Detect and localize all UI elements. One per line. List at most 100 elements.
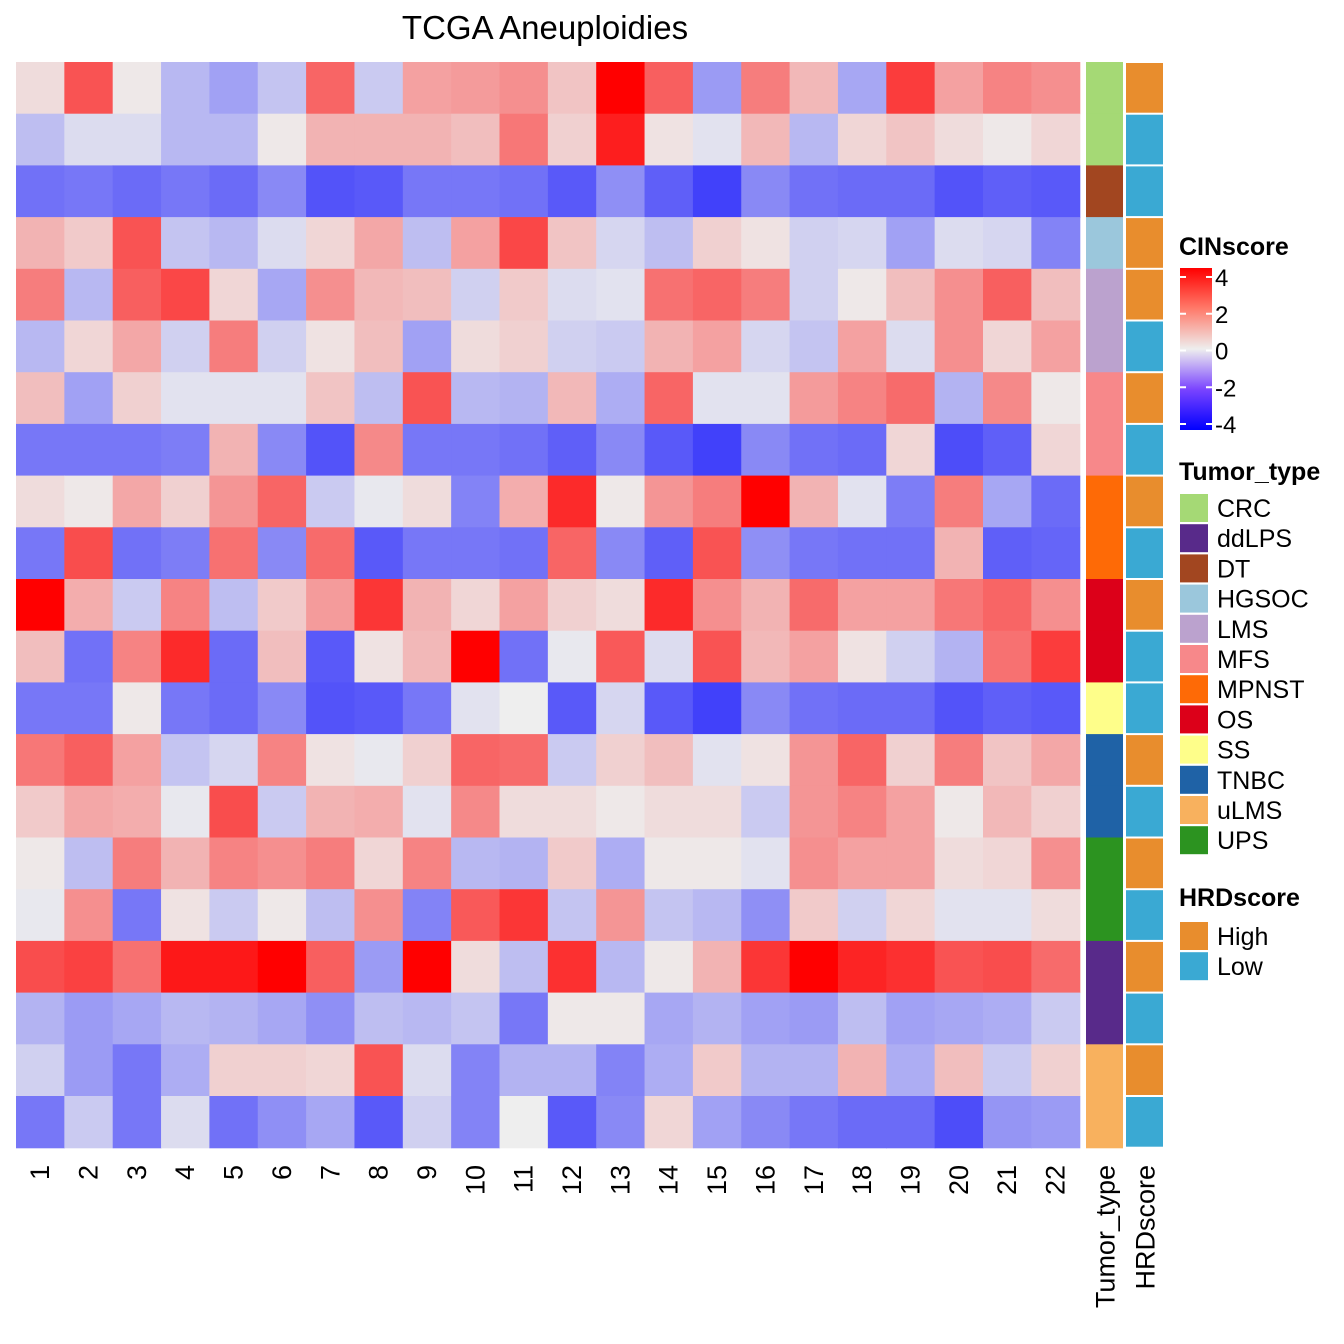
heatmap-cell: [837, 579, 887, 632]
heatmap-cell: [161, 682, 210, 735]
heatmap-cell: [934, 113, 984, 166]
heatmap-cell: [789, 579, 839, 632]
heatmap-cell: [64, 682, 114, 735]
heatmap-cell: [257, 992, 307, 1045]
heatmap-cell: [16, 113, 65, 166]
heatmap-cell: [451, 527, 501, 580]
heatmap-cell: [983, 837, 1032, 890]
legend-label: DT: [1217, 555, 1250, 583]
heatmap-cell: [1031, 165, 1081, 218]
heatmap-cell: [692, 527, 742, 580]
heatmap-cell: [596, 1096, 646, 1149]
heatmap-cell: [886, 785, 936, 839]
heatmap-cell: [1031, 1096, 1081, 1149]
heatmap-cell: [886, 165, 936, 218]
heatmap-cell: [209, 889, 259, 942]
heatmap-cell: [64, 837, 114, 890]
heatmap-cell: [499, 1044, 549, 1097]
heatmap-cell: [64, 630, 114, 683]
heatmap-cell: [257, 837, 307, 890]
heatmap-cell: [402, 320, 452, 373]
heatmap-cell: [983, 372, 1032, 425]
heatmap-cell: [983, 1096, 1032, 1149]
heatmap-cell: [354, 268, 404, 322]
heatmap-cell: [741, 217, 791, 270]
heatmap-cell: [209, 113, 259, 166]
heatmap-cell: [741, 268, 791, 322]
heatmap-cell: [354, 682, 404, 735]
annotation-label: HRDscore: [1131, 1165, 1161, 1290]
heatmap-cell: [547, 527, 597, 580]
heatmap-cell: [886, 940, 936, 994]
heatmap-cell: [596, 940, 646, 994]
heatmap-cell: [64, 1096, 114, 1149]
heatmap-cell: [547, 1096, 597, 1149]
heatmap-cell: [209, 475, 259, 528]
heatmap-cell: [1031, 579, 1081, 632]
heatmap-cell: [547, 372, 597, 425]
heatmap-cell: [983, 682, 1032, 735]
heatmap-cell: [402, 372, 452, 425]
heatmap-cell: [161, 889, 210, 942]
heatmap-cell: [886, 630, 936, 683]
tumor-type-cell: [1086, 992, 1123, 1045]
heatmap-cell: [983, 940, 1032, 994]
heatmap-cell: [161, 165, 210, 218]
heatmap-cell: [306, 940, 356, 994]
heatmap-cell: [306, 579, 356, 632]
heatmap-cell: [934, 475, 984, 528]
heatmap-cell: [644, 113, 694, 166]
heatmap-cell: [837, 992, 887, 1045]
tumor-type-cell: [1086, 682, 1123, 735]
heatmap-cell: [741, 320, 791, 373]
heatmap-cell: [983, 579, 1032, 632]
heatmap-cell: [64, 423, 114, 477]
cinscore-colorbar: [1180, 268, 1212, 430]
heatmap-cell: [16, 579, 65, 632]
tumor-type-cell: [1086, 527, 1123, 580]
heatmap-cell: [354, 62, 404, 115]
heatmap-cell: [547, 940, 597, 994]
heatmap-cell: [596, 837, 646, 890]
heatmap-cell: [257, 217, 307, 270]
column-label: 16: [750, 1165, 780, 1195]
heatmap-cell: [306, 527, 356, 580]
column-label: 4: [170, 1165, 200, 1180]
heatmap-cell: [692, 579, 742, 632]
heatmap-cell: [886, 62, 936, 115]
heatmap-cell: [112, 837, 162, 890]
heatmap-cell: [741, 940, 791, 994]
heatmap-cell: [451, 165, 501, 218]
heatmap-cell: [596, 113, 646, 166]
heatmap-cell: [644, 734, 694, 787]
heatmap-cell: [112, 475, 162, 528]
heatmap-cell: [402, 734, 452, 787]
heatmap-cell: [789, 785, 839, 839]
heatmap-cell: [596, 1044, 646, 1097]
heatmap-cell: [692, 217, 742, 270]
heatmap-cell: [837, 268, 887, 322]
heatmap-cell: [547, 217, 597, 270]
heatmap-cell: [1031, 475, 1081, 528]
heatmap-cell: [499, 165, 549, 218]
heatmap-cell: [112, 165, 162, 218]
heatmap-cell: [934, 940, 984, 994]
heatmap-cell: [596, 320, 646, 373]
cinscore-legend: CINscore 4 2 0 -2 -4: [1179, 233, 1289, 439]
heatmap-cell: [596, 475, 646, 528]
heatmap-cell: [741, 734, 791, 787]
heatmap-cell: [983, 268, 1032, 322]
heatmap-cell: [209, 837, 259, 890]
heatmap-cell: [983, 320, 1032, 373]
heatmap-cell: [934, 785, 984, 839]
heatmap-cell: [451, 372, 501, 425]
heatmap-cell: [306, 113, 356, 166]
heatmap-cell: [547, 579, 597, 632]
heatmap-cell: [161, 1096, 210, 1149]
heatmap-cell: [1031, 889, 1081, 942]
heatmap-cell: [547, 630, 597, 683]
heatmap-cell: [402, 475, 452, 528]
heatmap-cell: [306, 992, 356, 1045]
